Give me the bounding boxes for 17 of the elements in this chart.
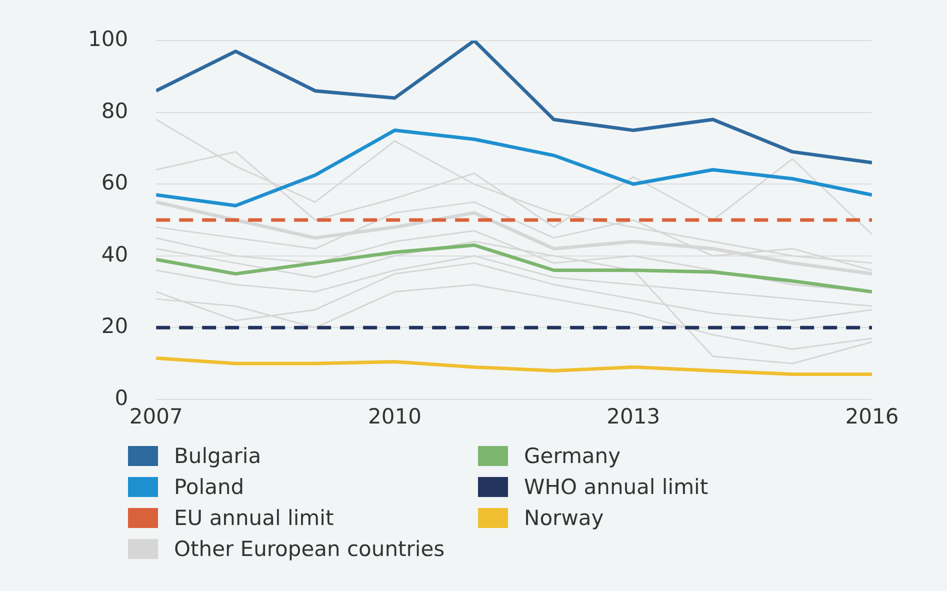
x-tick-label: 2007 bbox=[129, 404, 183, 428]
y-tick-label: 20 bbox=[101, 314, 128, 338]
legend-label: Bulgaria bbox=[174, 444, 262, 468]
x-tick-label: 2010 bbox=[368, 404, 422, 428]
x-tick-label: 2016 bbox=[845, 404, 899, 428]
legend-label: WHO annual limit bbox=[524, 474, 708, 498]
y-tick-label: 0 bbox=[114, 386, 128, 410]
legend-label: Other European countries bbox=[174, 536, 445, 560]
y-tick-label: 100 bbox=[88, 27, 128, 52]
y-tick-label: 80 bbox=[101, 98, 128, 123]
legend-label: EU annual limit bbox=[174, 506, 334, 530]
legend-label: Poland bbox=[174, 474, 244, 498]
legend-label: Norway bbox=[524, 506, 604, 530]
y-tick-label: 60 bbox=[101, 170, 128, 195]
legend-label: Germany bbox=[524, 444, 621, 468]
x-tick-label: 2013 bbox=[606, 404, 660, 428]
y-tick-label: 40 bbox=[101, 242, 128, 266]
